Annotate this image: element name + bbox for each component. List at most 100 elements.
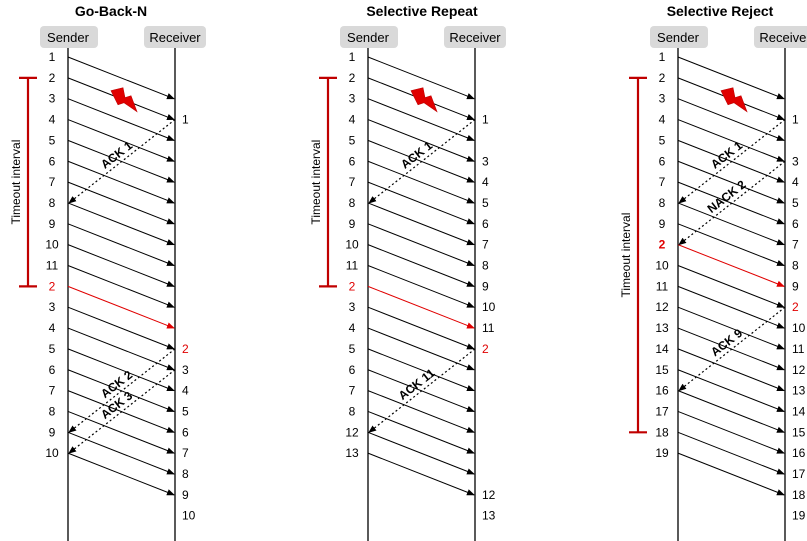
timeout-interval-label: Timeout interval	[619, 213, 633, 298]
frame-arrow	[677, 98, 785, 141]
sender-seq-label: 7	[349, 175, 356, 189]
sender-seq-label: 13	[345, 446, 359, 460]
sender-seq-label: 1	[659, 50, 666, 64]
sender-seq-label: 7	[49, 175, 56, 189]
sender-seq-label: 8	[49, 196, 56, 210]
frame-arrow	[677, 181, 785, 225]
sender-seq-label: 2	[349, 279, 356, 293]
sender-seq-label: 8	[49, 404, 56, 418]
frame-arrow	[67, 98, 175, 141]
receiver-seq-label: 3	[792, 154, 799, 168]
frame-arrow	[367, 202, 475, 246]
receiver-seq-label: 2	[182, 342, 189, 356]
frame-arrow	[67, 139, 175, 183]
sender-seq-label: 6	[49, 363, 56, 377]
receiver-seq-label: 5	[792, 196, 799, 210]
frame-arrow	[677, 244, 785, 287]
frame-arrow	[367, 390, 475, 433]
sender-header: Sender	[347, 30, 390, 45]
sender-seq-label: 4	[659, 113, 666, 127]
frame-arrow	[677, 410, 785, 454]
receiver-seq-label: 8	[792, 259, 799, 273]
receiver-seq-label: 2	[792, 300, 799, 314]
frame-arrow	[67, 160, 175, 204]
frame-arrow	[67, 390, 175, 433]
sender-seq-label: 18	[655, 425, 669, 439]
receiver-seq-label: 2	[482, 342, 489, 356]
receiver-seq-label: 12	[482, 488, 496, 502]
frame-arrow	[67, 56, 175, 100]
frame-arrow	[677, 348, 785, 392]
sender-seq-label: 15	[655, 363, 669, 377]
frame-arrow	[67, 119, 175, 162]
panel-title: Selective Reject	[667, 3, 774, 19]
timeout-interval-label: Timeout interval	[9, 140, 23, 225]
sender-seq-label: 8	[349, 196, 356, 210]
frame-arrow	[67, 327, 175, 371]
frame-arrow	[67, 223, 175, 266]
frame-arrow	[67, 369, 175, 412]
receiver-seq-label: 16	[792, 446, 806, 460]
frame-arrow	[677, 202, 785, 246]
frame-arrow	[677, 327, 785, 371]
receiver-seq-label: 6	[182, 425, 189, 439]
frame-arrow	[367, 306, 475, 350]
frame-arrow	[677, 56, 785, 100]
sender-seq-label: 6	[349, 363, 356, 377]
frame-arrow	[677, 223, 785, 266]
receiver-seq-label: 19	[792, 509, 806, 523]
sender-seq-label: 4	[49, 113, 56, 127]
sender-seq-label: 3	[659, 92, 666, 106]
receiver-seq-label: 15	[792, 425, 806, 439]
sender-header: Sender	[47, 30, 90, 45]
frame-arrow	[367, 452, 475, 496]
receiver-seq-label: 18	[792, 488, 806, 502]
receiver-seq-label: 4	[792, 175, 799, 189]
frame-arrow	[677, 119, 785, 162]
lost-frame-lightning-icon	[720, 87, 748, 113]
frame-arrow	[677, 160, 785, 204]
sender-seq-label: 2	[49, 279, 56, 293]
sender-seq-label: 5	[49, 342, 56, 356]
receiver-seq-label: 8	[482, 259, 489, 273]
receiver-seq-label: 17	[792, 467, 806, 481]
receiver-header: Receiver	[449, 30, 501, 45]
sender-seq-label: 8	[659, 196, 666, 210]
receiver-seq-label: 1	[182, 113, 189, 127]
receiver-header-box	[444, 26, 506, 48]
frame-arrow	[677, 285, 785, 329]
sender-seq-label: 9	[349, 217, 356, 231]
receiver-seq-label: 9	[482, 279, 489, 293]
sender-seq-label: 4	[349, 113, 356, 127]
receiver-seq-label: 1	[792, 113, 799, 127]
sender-seq-label: 1	[49, 50, 56, 64]
sender-seq-label: 10	[45, 446, 59, 460]
receiver-seq-label: 6	[792, 217, 799, 231]
receiver-seq-label: 13	[482, 509, 496, 523]
frame-arrow	[367, 327, 475, 371]
sender-seq-label: 5	[349, 133, 356, 147]
sender-seq-label: 10	[45, 238, 59, 252]
sender-seq-label: 4	[349, 321, 356, 335]
sender-seq-label: 3	[49, 300, 56, 314]
receiver-seq-label: 3	[482, 154, 489, 168]
frame-arrow	[367, 410, 475, 454]
frame-arrow	[67, 285, 175, 329]
sender-seq-label: 13	[655, 321, 669, 335]
frame-arrow	[367, 160, 475, 204]
receiver-seq-label: 10	[482, 300, 496, 314]
receiver-seq-label: 4	[482, 175, 489, 189]
sender-header-box	[340, 26, 398, 48]
sender-seq-label: 16	[655, 384, 669, 398]
frame-arrow	[367, 181, 475, 225]
ack-label: NACK 2	[705, 177, 749, 216]
sender-seq-label: 2	[659, 238, 666, 252]
receiver-seq-label: 14	[792, 404, 806, 418]
lost-frame-lightning-icon	[110, 87, 138, 113]
frame-arrow	[367, 244, 475, 287]
receiver-seq-label: 13	[792, 384, 806, 398]
sender-header-box	[40, 26, 98, 48]
receiver-seq-label: 3	[182, 363, 189, 377]
